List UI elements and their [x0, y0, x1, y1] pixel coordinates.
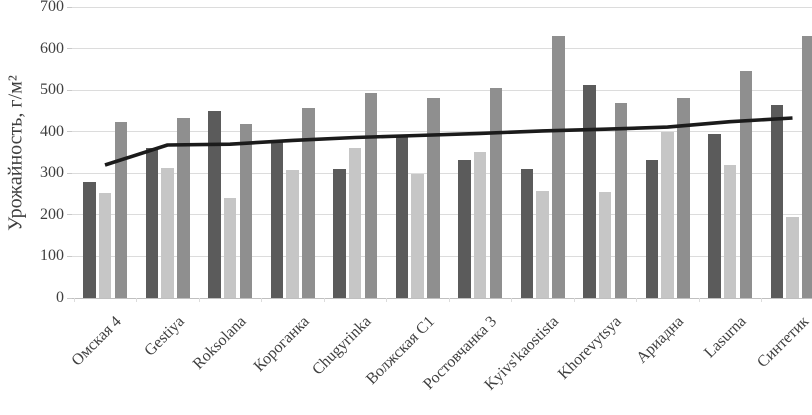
- y-tick-label: 500: [40, 81, 64, 99]
- bar-series_1: [583, 85, 596, 298]
- gridline: [72, 131, 812, 133]
- x-axis-tick: [198, 298, 200, 302]
- gridline: [72, 214, 812, 216]
- bar-series_2: [348, 147, 362, 298]
- bar-series_2: [286, 169, 299, 298]
- x-category-label: Gestiya: [140, 313, 188, 360]
- x-category-label: Ариадна: [633, 313, 688, 367]
- bar-series_3: [677, 98, 690, 298]
- x-category-label: Омская 4: [68, 313, 126, 370]
- y-axis-tick: [67, 172, 72, 174]
- x-axis-tick: [73, 298, 75, 302]
- gridline: [72, 172, 812, 174]
- x-category-label: Короганка: [250, 313, 313, 376]
- y-axis-tick: [67, 255, 72, 257]
- x-axis-tick: [761, 298, 763, 302]
- x-category-label: Chugyrinka: [309, 313, 376, 379]
- x-axis-tick: [323, 298, 325, 302]
- bar-series_1: [270, 142, 284, 298]
- bar-series_2: [473, 151, 487, 298]
- x-category-label: Khorevytsya: [555, 313, 626, 383]
- bar-series_1: [458, 159, 471, 298]
- bar-series_3: [302, 107, 315, 298]
- x-axis-tick: [698, 298, 700, 302]
- bar-series_2: [98, 193, 112, 298]
- bar-series_2: [661, 131, 674, 298]
- bar-series_3: [489, 87, 503, 298]
- y-tick-label: 0: [56, 289, 64, 306]
- bar-series_3: [802, 35, 812, 298]
- x-axis-tick: [511, 298, 513, 302]
- bar-series_1: [708, 133, 721, 298]
- y-axis-tick: [67, 297, 72, 299]
- y-axis-tick: [67, 6, 72, 8]
- bar-series_2: [411, 174, 424, 298]
- y-tick-label: 700: [40, 0, 64, 15]
- y-tick-label: 300: [40, 164, 64, 182]
- x-axis-tick: [136, 298, 138, 302]
- bar-series_3: [552, 35, 565, 298]
- bar-series_1: [395, 135, 409, 298]
- bar-series_1: [520, 168, 534, 298]
- bar-series_2: [598, 192, 612, 298]
- bar-series_1: [333, 168, 346, 298]
- x-category-label: Lasurna: [701, 313, 751, 362]
- gridline: [72, 6, 812, 8]
- y-tick-label: 100: [40, 247, 64, 265]
- y-axis-tick: [67, 214, 72, 216]
- bar-series_1: [770, 104, 784, 298]
- bar-series_2: [223, 198, 237, 298]
- bar-series_2: [161, 168, 174, 298]
- bar-series_3: [239, 123, 253, 298]
- trend-line-path: [104, 116, 793, 167]
- bar-series_1: [83, 181, 96, 298]
- bar-series_1: [645, 159, 659, 298]
- bar-series_3: [614, 102, 628, 298]
- y-axis-tick: [67, 89, 72, 91]
- y-tick-label: 600: [40, 39, 64, 57]
- y-tick-label: 400: [40, 122, 64, 140]
- y-axis-tick: [67, 131, 72, 133]
- x-axis-tick: [261, 298, 263, 302]
- x-axis-tick: [448, 298, 450, 302]
- x-axis-tick: [386, 298, 388, 302]
- x-category-label: Синтетик: [754, 313, 812, 372]
- bar-series_3: [427, 97, 440, 298]
- x-axis-tick: [636, 298, 638, 302]
- y-tick-label: 200: [40, 205, 64, 223]
- bar-series_1: [208, 110, 221, 298]
- bar-series_3: [364, 92, 378, 298]
- gridline: [72, 48, 812, 50]
- trend-line: [104, 116, 793, 167]
- gridline: [72, 255, 812, 257]
- y-axis-tick: [67, 48, 72, 50]
- bar-series_2: [723, 164, 737, 298]
- x-category-label: Roksolana: [190, 313, 251, 373]
- x-axis-line: [72, 297, 812, 299]
- bar-series_2: [536, 190, 549, 298]
- bar-series_3: [177, 117, 190, 298]
- bar-series_3: [739, 70, 753, 298]
- bar-series_1: [145, 148, 159, 298]
- bar-series_3: [114, 121, 128, 298]
- bar-series_2: [786, 216, 799, 298]
- gridline: [72, 89, 812, 91]
- x-axis-tick: [573, 298, 575, 302]
